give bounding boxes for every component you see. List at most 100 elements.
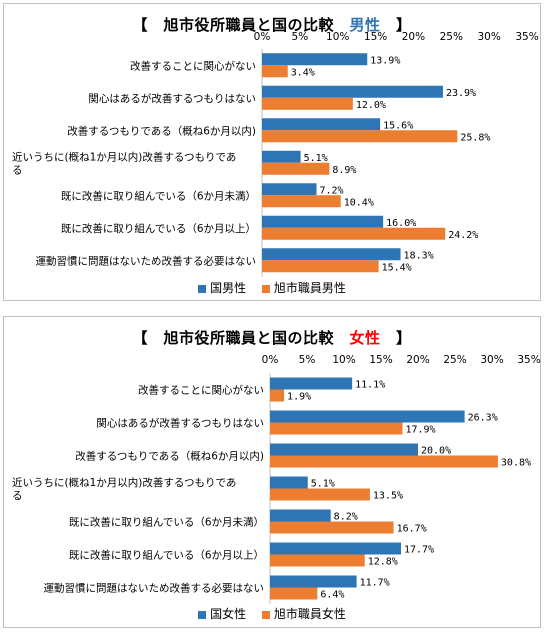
x-tick-label: 15% [369, 354, 392, 366]
bar [262, 118, 381, 131]
chart-panel-female: 0% 5% 10% 15% 20% 25% 30% 35% 改善することに関心がない 11.1% 1… [3, 316, 541, 628]
bar [262, 260, 379, 273]
category-label: 改善することに関心がない [130, 59, 256, 72]
x-tick-label: 25% [440, 31, 463, 43]
x-tick-label: 35% [515, 31, 538, 43]
x-tick-label: 35% [517, 354, 540, 366]
x-tick-label: 15% [364, 31, 387, 43]
category-label: 改善することに関心がない [138, 384, 264, 397]
bar [270, 377, 353, 390]
legend-swatch [198, 284, 207, 293]
data-label: 16.0% [386, 218, 416, 229]
category-label: 改善するつもりである（概ね6か月以内) [75, 450, 264, 463]
x-tick-label: 0% [254, 31, 271, 43]
data-label: 24.2% [448, 230, 478, 241]
legend-label: 国男性 [210, 281, 247, 295]
data-label: 5.1% [304, 153, 328, 164]
data-label: 8.9% [332, 165, 356, 176]
data-label: 17.7% [404, 545, 434, 556]
legend-swatch [261, 284, 270, 293]
data-label: 26.3% [468, 413, 498, 424]
data-label: 8.2% [334, 512, 358, 523]
data-label: 16.7% [397, 524, 427, 535]
bar [262, 195, 341, 208]
title-suffix: 】 [380, 16, 412, 34]
data-label: 15.6% [383, 120, 413, 131]
bar [270, 455, 498, 468]
title-prefix: 【 旭市役所職員と国の比較 [132, 329, 350, 347]
bar [270, 422, 403, 435]
bar [270, 575, 357, 588]
chart-svg-female: 0% 5% 10% 15% 20% 25% 30% 35% 改善することに関心がない 11.1% 1… [12, 354, 541, 604]
data-label: 7.2% [320, 185, 344, 196]
category-label: 既に改善に取り組んでいる（6か月以上） [69, 549, 264, 562]
title-prefix: 【 旭市役所職員と国の比較 [132, 16, 350, 34]
bar [270, 587, 318, 600]
x-tick-label: 10% [332, 354, 355, 366]
x-tick-label: 25% [443, 354, 466, 366]
data-label: 5.1% [311, 479, 335, 490]
category-label: 近いうちに(概ね1か月以内)改善するつもりである [12, 150, 236, 176]
category-label: 改善するつもりである（概ね6か月以内) [67, 124, 256, 137]
legend-item: 国男性 [198, 279, 246, 296]
legend-item: 国女性 [198, 605, 246, 622]
bar [262, 248, 401, 261]
data-label: 18.3% [404, 250, 434, 261]
data-label: 1.9% [287, 392, 311, 403]
category-label: 運動習慣に問題はないため改善する必要はない [44, 582, 265, 595]
category-label: 運動習慣に問題はないため改善する必要はない [36, 254, 257, 267]
legend-swatch [198, 610, 207, 619]
legend-item: 旭市職員女性 [261, 605, 346, 622]
legend-label: 国女性 [210, 607, 247, 621]
category-label: 関心はあるが改善するつもりはない [88, 92, 256, 105]
x-tick-label: 20% [406, 354, 429, 366]
bar [262, 183, 317, 196]
category-label: 近いうちに(概ね1か月以内)改善するつもりである [12, 476, 236, 502]
legend-label: 旭市職員女性 [273, 607, 346, 621]
data-label: 17.9% [405, 425, 435, 436]
category-label: 既に改善に取り組んでいる（6か月未満） [61, 189, 256, 202]
data-label: 15.4% [382, 262, 412, 273]
bar [262, 150, 301, 163]
legend-item: 旭市職員男性 [261, 279, 346, 296]
chart-svg-male: 0% 5% 10% 15% 20% 25% 30% 35% 改善することに関心がない 13.9% 3… [12, 31, 539, 277]
bar [262, 162, 330, 175]
bar [262, 53, 368, 66]
data-label: 11.7% [360, 578, 390, 589]
legend-female: 国女性 旭市職員女性 [4, 605, 540, 622]
chart-panel-male: 0% 5% 10% 15% 20% 25% 30% 35% 改善することに関心がない 13.9% 3… [3, 3, 541, 301]
bar [270, 389, 285, 402]
data-label: 30.8% [501, 458, 531, 469]
category-label: 既に改善に取り組んでいる（6か月未満） [69, 516, 264, 529]
x-tick-label: 30% [480, 354, 503, 366]
data-label: 6.4% [320, 590, 344, 601]
bar [262, 97, 353, 110]
bar [270, 509, 331, 522]
bar [262, 130, 458, 143]
data-label: 13.5% [373, 491, 403, 502]
category-label: 既に改善に取り組んでいる（6か月以上） [61, 222, 256, 235]
title-highlight: 男性 [349, 16, 381, 34]
x-tick-label: 0% [262, 354, 279, 366]
data-label: 13.9% [370, 55, 400, 66]
data-label: 20.0% [421, 446, 451, 457]
bar [262, 227, 446, 240]
legend-swatch [261, 610, 270, 619]
x-tick-label: 5% [299, 354, 316, 366]
bar [270, 521, 394, 534]
data-label: 25.8% [460, 132, 490, 143]
bar [270, 410, 465, 423]
category-label: 関心はあるが改善するつもりはない [96, 417, 264, 430]
bar [270, 476, 308, 489]
bar [262, 65, 288, 78]
bar [262, 85, 443, 98]
data-label: 12.8% [368, 557, 398, 568]
x-tick-label: 20% [402, 31, 425, 43]
bar [270, 542, 401, 555]
data-label: 11.1% [355, 380, 385, 391]
data-label: 12.0% [356, 100, 386, 111]
title-highlight: 女性 [349, 329, 381, 347]
bar [262, 215, 384, 228]
data-label: 10.4% [344, 197, 374, 208]
data-label: 3.4% [291, 67, 315, 78]
